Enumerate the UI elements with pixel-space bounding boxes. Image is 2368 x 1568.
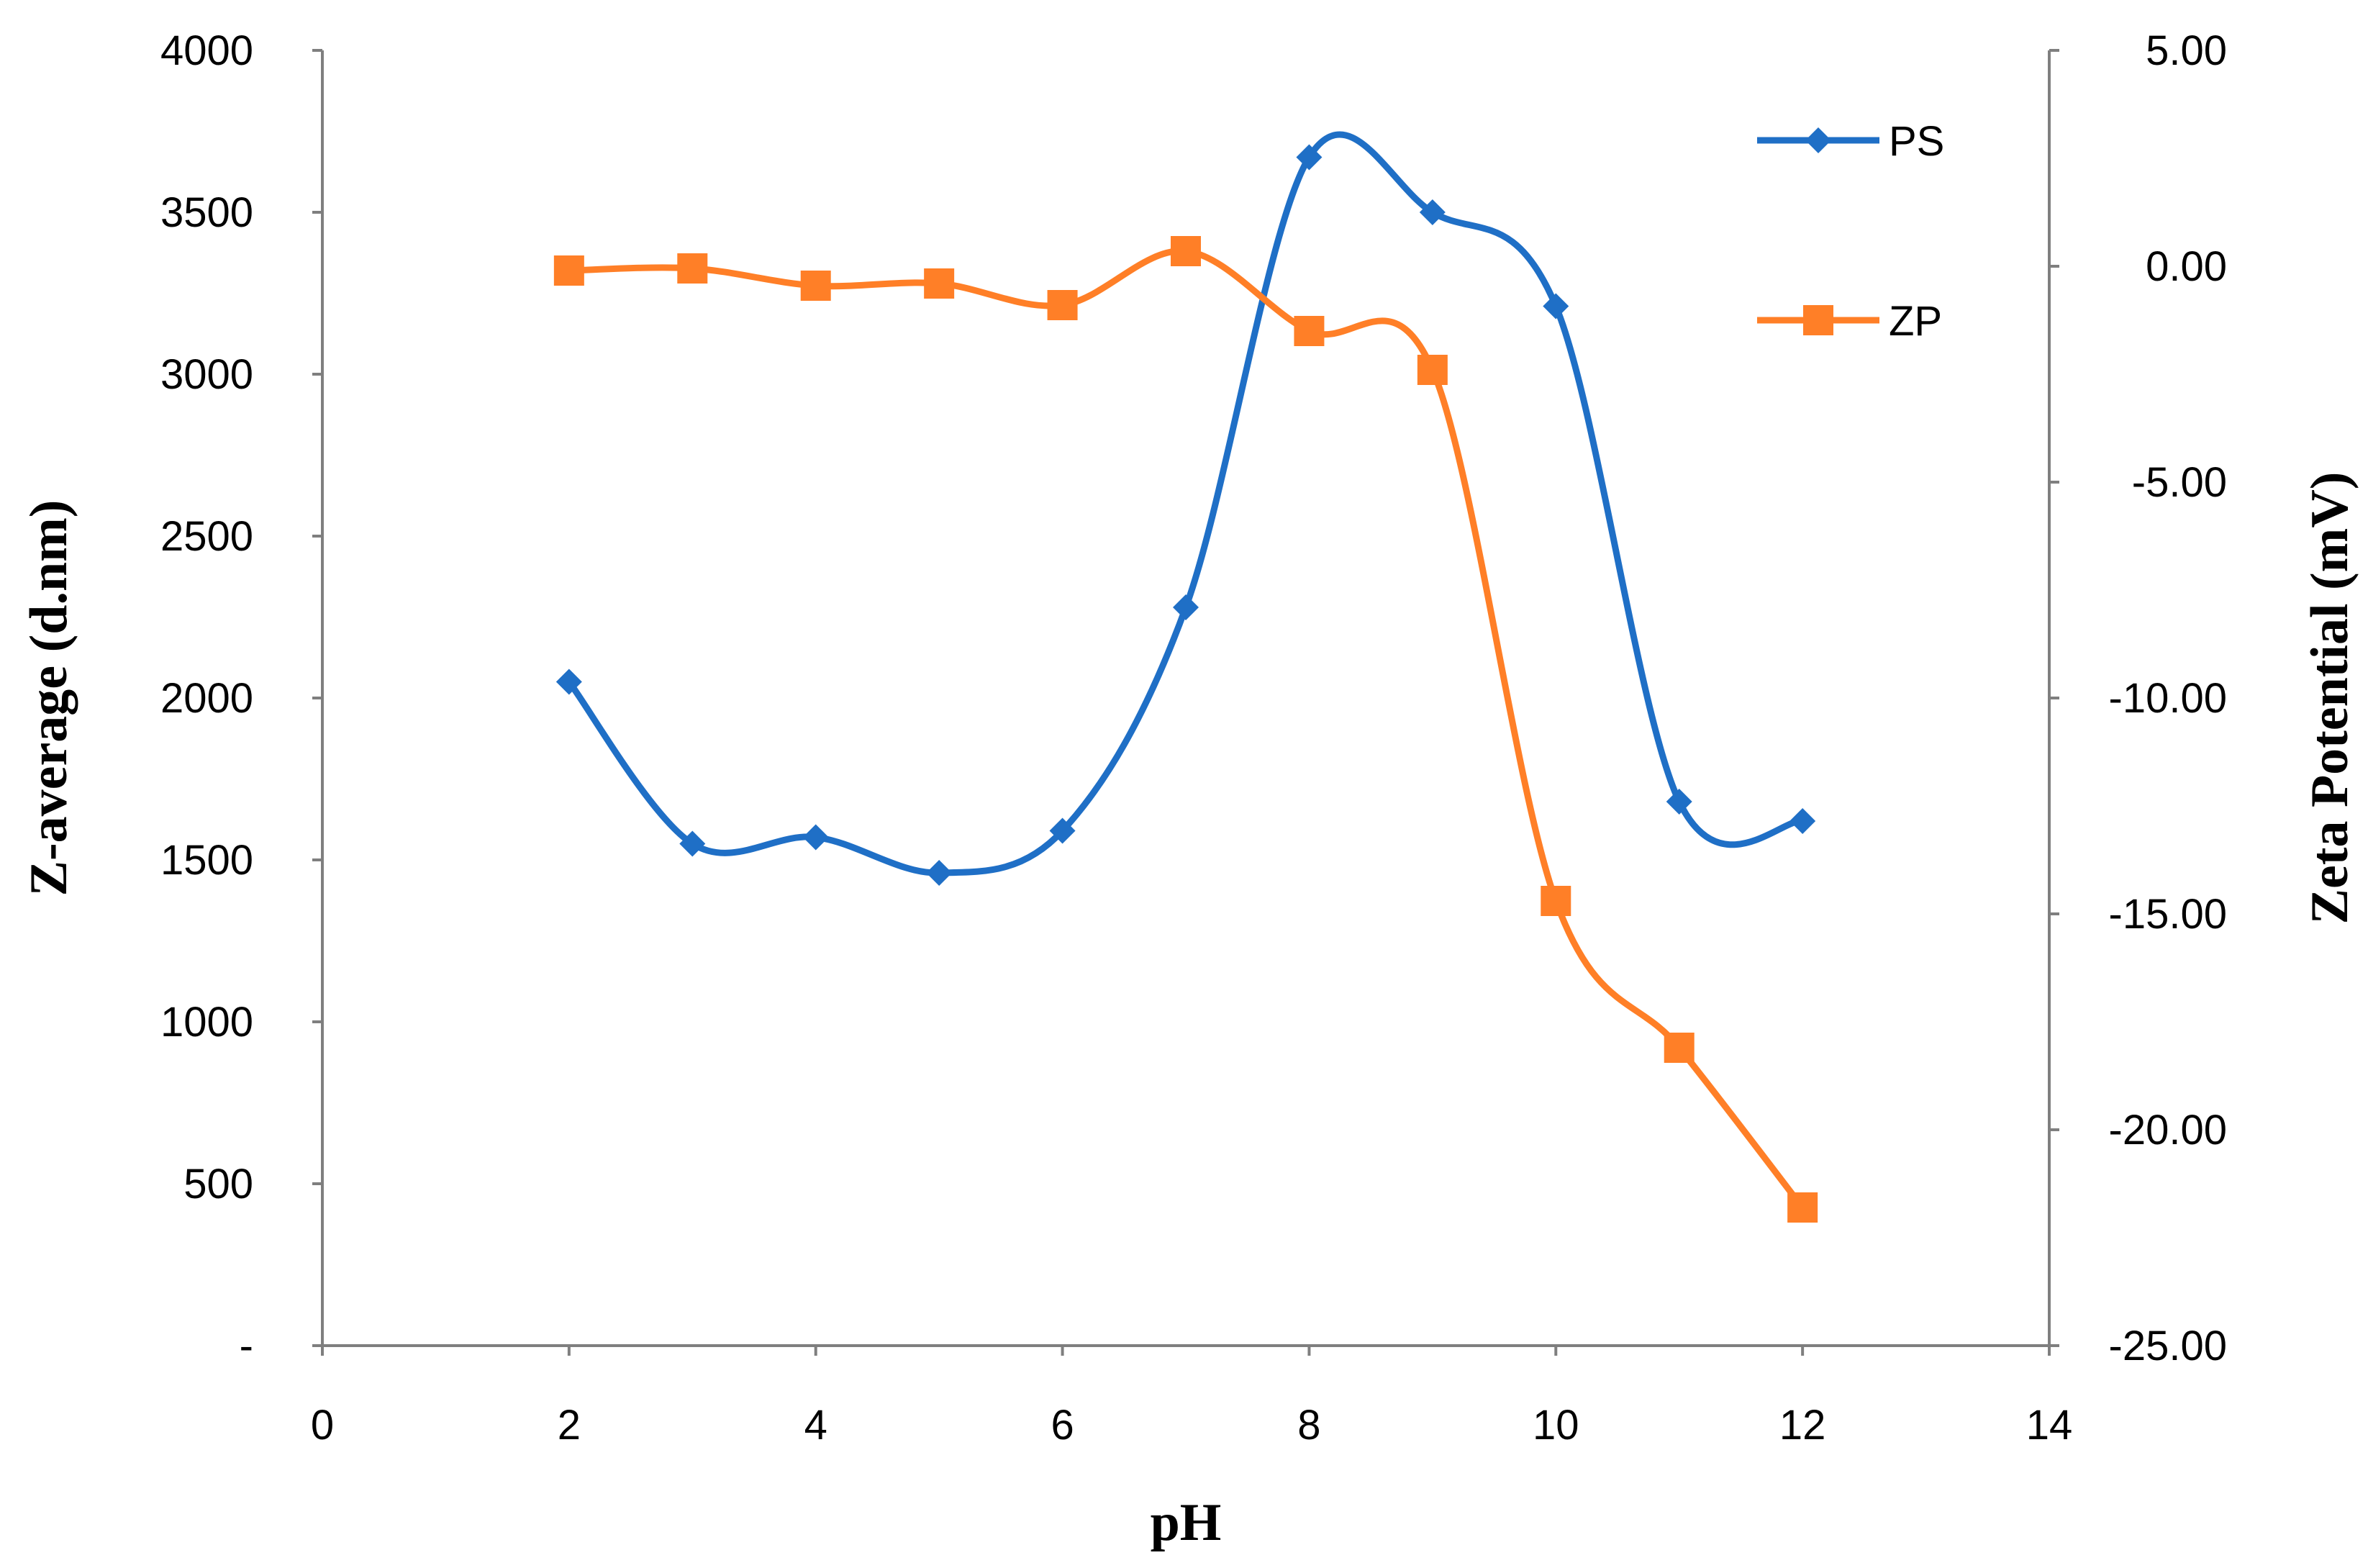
series-ps-point (679, 830, 706, 857)
series-zp-point (1417, 355, 1448, 385)
legend-label: PS (1889, 118, 1944, 165)
x-axis-title: pH (1151, 1493, 1222, 1552)
series-ps (555, 131, 1816, 886)
left-y-tick-label: 2500 (160, 513, 253, 560)
series-ps-point (1049, 817, 1076, 844)
right-y-tick-label: 0.00 (2146, 243, 2227, 290)
left-y-axis-title: Z-average (d.nm) (19, 500, 78, 897)
series-zp-point (800, 271, 831, 301)
x-tick-label: 4 (804, 1402, 827, 1449)
series-zp-point (677, 253, 708, 284)
series-zp-point (1787, 1192, 1818, 1223)
series-zp-point (1664, 1033, 1695, 1063)
series-ps-point (1666, 789, 1692, 815)
left-y-tick-label: 2000 (160, 675, 253, 722)
series-ps-point (1419, 199, 1446, 225)
series-zp-point (1171, 236, 1201, 266)
right-y-tick-label: -15.00 (2109, 891, 2227, 938)
legend-item-zp: ZP (1757, 298, 1942, 345)
series-ps-point (1296, 144, 1323, 171)
series-ps-point (1789, 808, 1816, 834)
right-y-tick-label: 5.00 (2146, 27, 2227, 74)
series-ps-point (926, 860, 953, 886)
right-y-tick-label: -5.00 (2132, 459, 2227, 506)
series-ps-point (1173, 594, 1199, 620)
x-tick-label: 2 (558, 1402, 581, 1449)
left-y-tick-label: 4000 (160, 27, 253, 74)
right-y-ticks: -25.00 -20.00 -15.00 -10.00 -5.00 0.00 5.00 (2049, 27, 2227, 1369)
left-y-tick-label: 1000 (160, 999, 253, 1046)
series-zp (553, 236, 1818, 1223)
legend-marker (1805, 127, 1831, 153)
legend-item-ps: PS (1757, 118, 1944, 165)
right-y-tick-label: -10.00 (2109, 675, 2227, 722)
right-y-axis-title: Zeta Potential (mV) (2300, 472, 2359, 925)
series-zp-point (553, 255, 584, 286)
x-tick-label: 14 (2026, 1402, 2073, 1449)
legend-marker (1803, 305, 1833, 335)
series-zp-point (1541, 886, 1571, 916)
series-zp-line (566, 248, 1806, 1211)
x-tick-label: 10 (1533, 1402, 1579, 1449)
series-zp-point (924, 268, 955, 299)
legend-label: ZP (1889, 298, 1942, 345)
right-y-tick-label: -20.00 (2109, 1107, 2227, 1154)
series-ps-point (1543, 293, 1569, 320)
x-tick-label: 8 (1297, 1402, 1320, 1449)
legend: PS ZP (1757, 118, 1944, 345)
series-ps-point (802, 824, 829, 851)
left-y-tick-label: 1500 (160, 837, 253, 884)
series-zp-point (1294, 316, 1325, 346)
left-y-tick-label: 3000 (160, 351, 253, 398)
left-y-tick-label: - (240, 1323, 253, 1369)
left-y-tick-label: 3500 (160, 189, 253, 236)
series-zp-point (1047, 290, 1078, 320)
left-y-tick-label: 500 (183, 1161, 253, 1207)
right-y-tick-label: -25.00 (2109, 1323, 2227, 1369)
x-tick-label: 0 (311, 1402, 334, 1449)
x-ticks: 0 2 4 6 8 10 12 14 (311, 1346, 2072, 1449)
series-layer (553, 131, 1818, 1223)
series-ps-point (555, 669, 582, 695)
x-tick-label: 6 (1051, 1402, 1074, 1449)
left-y-ticks: - 500 1000 1500 2000 2500 3000 3500 4000 (160, 27, 322, 1369)
x-tick-label: 12 (1779, 1402, 1826, 1449)
